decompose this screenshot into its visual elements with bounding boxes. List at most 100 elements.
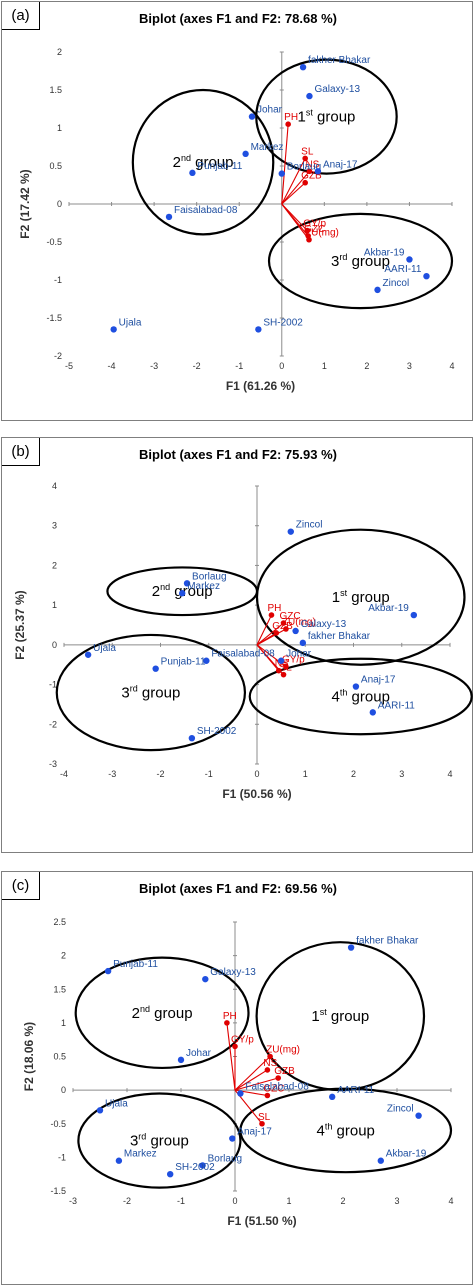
variable-point [273,630,280,636]
variable-vector [281,203,310,241]
variable-label: NS [263,1058,277,1069]
y-tick-label: 0 [57,199,62,209]
genotype-point [306,92,313,100]
genotype-point [84,651,92,658]
x-tick-label: -1 [177,1196,185,1206]
genotype-label: Galaxy-13 [210,967,256,978]
y-tick-label: 0 [61,1085,66,1095]
genotype-label: Johar [286,649,312,660]
variable-label: GZC [263,1084,284,1095]
genotype-label: Ujala [119,317,142,328]
variable-point [259,1120,265,1127]
genotype-point [237,1090,244,1097]
variable-label: SL [280,663,293,674]
chart-title: Biplot (axes F1 and F2: 69.56 %) [139,881,337,896]
x-axis-title: F1 (51.50 %) [227,1214,296,1228]
variable-label: NS [275,659,289,670]
variable-label: PH [267,603,281,614]
x-tick-label: -2 [193,361,201,371]
variable-point [285,121,291,127]
panel-label-a: (a) [2,2,40,30]
y-tick-label: 4 [52,481,57,491]
y-tick-label: -2 [49,719,57,729]
variable-label: GZB [301,171,322,182]
variable-label: GZB [272,621,293,632]
group-label: 4th group [316,1121,374,1139]
genotype-label: Anaj-17 [323,159,358,170]
x-tick-label: 2 [364,361,369,371]
genotype-point [199,1162,206,1169]
variable-label: GY/p [231,1034,254,1045]
genotype-point [423,273,430,280]
x-tick-label: 3 [407,361,412,371]
genotype-point [110,326,117,333]
genotype-point [255,326,262,333]
genotype-label: AARI-11 [337,1085,374,1096]
genotype-label: Zincol [383,278,410,289]
variable-point [232,1043,238,1050]
variable-point [304,227,311,234]
variable-label: SL [258,1112,271,1123]
genotype-point [189,169,196,177]
x-tick-label: 3 [399,769,404,779]
genotype-point [329,1093,336,1101]
biplot-c: Biplot (axes F1 and F2: 69.56 %) -3 -2 -1 0 1… [22,881,454,1228]
genotype-label: Punjab-11 [197,161,242,172]
genotype-label: Markez [187,581,220,592]
x-tick-label: -3 [108,769,116,779]
variable-point [275,667,282,674]
genotype-label: Faisalabad-08 [174,205,238,216]
genotype-point [347,944,355,951]
group-ellipse [77,1092,242,1189]
y-tick-label: 2 [57,47,62,57]
x-tick-label: 1 [286,1196,291,1206]
genotype-label: Faisalabad-08 [245,1081,309,1092]
variable-vector [281,124,289,205]
group-ellipse [267,212,454,310]
y-tick-label: 1 [61,1018,66,1028]
group-label: 3rd group [121,684,180,702]
x-tick-label: 4 [449,361,454,371]
group-ellipse [106,566,259,617]
group-label: 3rd group [331,252,390,270]
x-tick-label: -3 [69,1196,77,1206]
group-label: 1st group [298,108,356,126]
variable-vector [281,182,306,205]
genotype-label: fakher Bhakar [308,631,371,642]
genotype-label: Akbar-19 [368,603,409,614]
variable-point [268,612,275,618]
group-label: 2nd group [173,153,234,171]
x-tick-label: 1 [303,769,308,779]
y-tick-label: -2 [54,351,62,361]
genotype-point [203,657,210,664]
y-tick-label: 2.5 [53,917,66,927]
genotype-label: Akbar-19 [364,247,405,258]
genotype-point [202,975,209,983]
genotype-point [374,286,381,294]
genotype-label: Borlaug [208,1153,242,1164]
x-tick-label: 2 [340,1196,345,1206]
genotype-point [165,213,173,221]
group-ellipse [248,657,473,736]
genotype-point [377,1157,384,1164]
x-tick-label: -2 [123,1196,131,1206]
y-tick-label: 1.5 [49,85,62,95]
y-tick-label: -1 [49,680,57,690]
genotype-label: fakher Bhakar [308,55,371,66]
genotype-point [352,683,360,690]
variable-point [280,620,287,626]
biplot-b: Biplot (axes F1 and F2: 75.93 %)-4 -3 -2 -1… [13,447,473,801]
variable-point [275,1075,282,1081]
variable-point [302,155,308,162]
group-label: 3rd group [130,1132,189,1150]
genotype-label: AARI-11 [378,700,415,711]
variable-point [280,671,287,678]
variable-point [264,1067,271,1073]
x-tick-label: -5 [65,361,73,371]
x-tick-label: 4 [447,769,452,779]
variable-vector [256,622,284,646]
genotype-label: SH-2002 [197,726,237,737]
genotype-label: SH-2002 [175,1162,215,1173]
variable-point [224,1020,230,1026]
genotype-point [229,1135,236,1142]
